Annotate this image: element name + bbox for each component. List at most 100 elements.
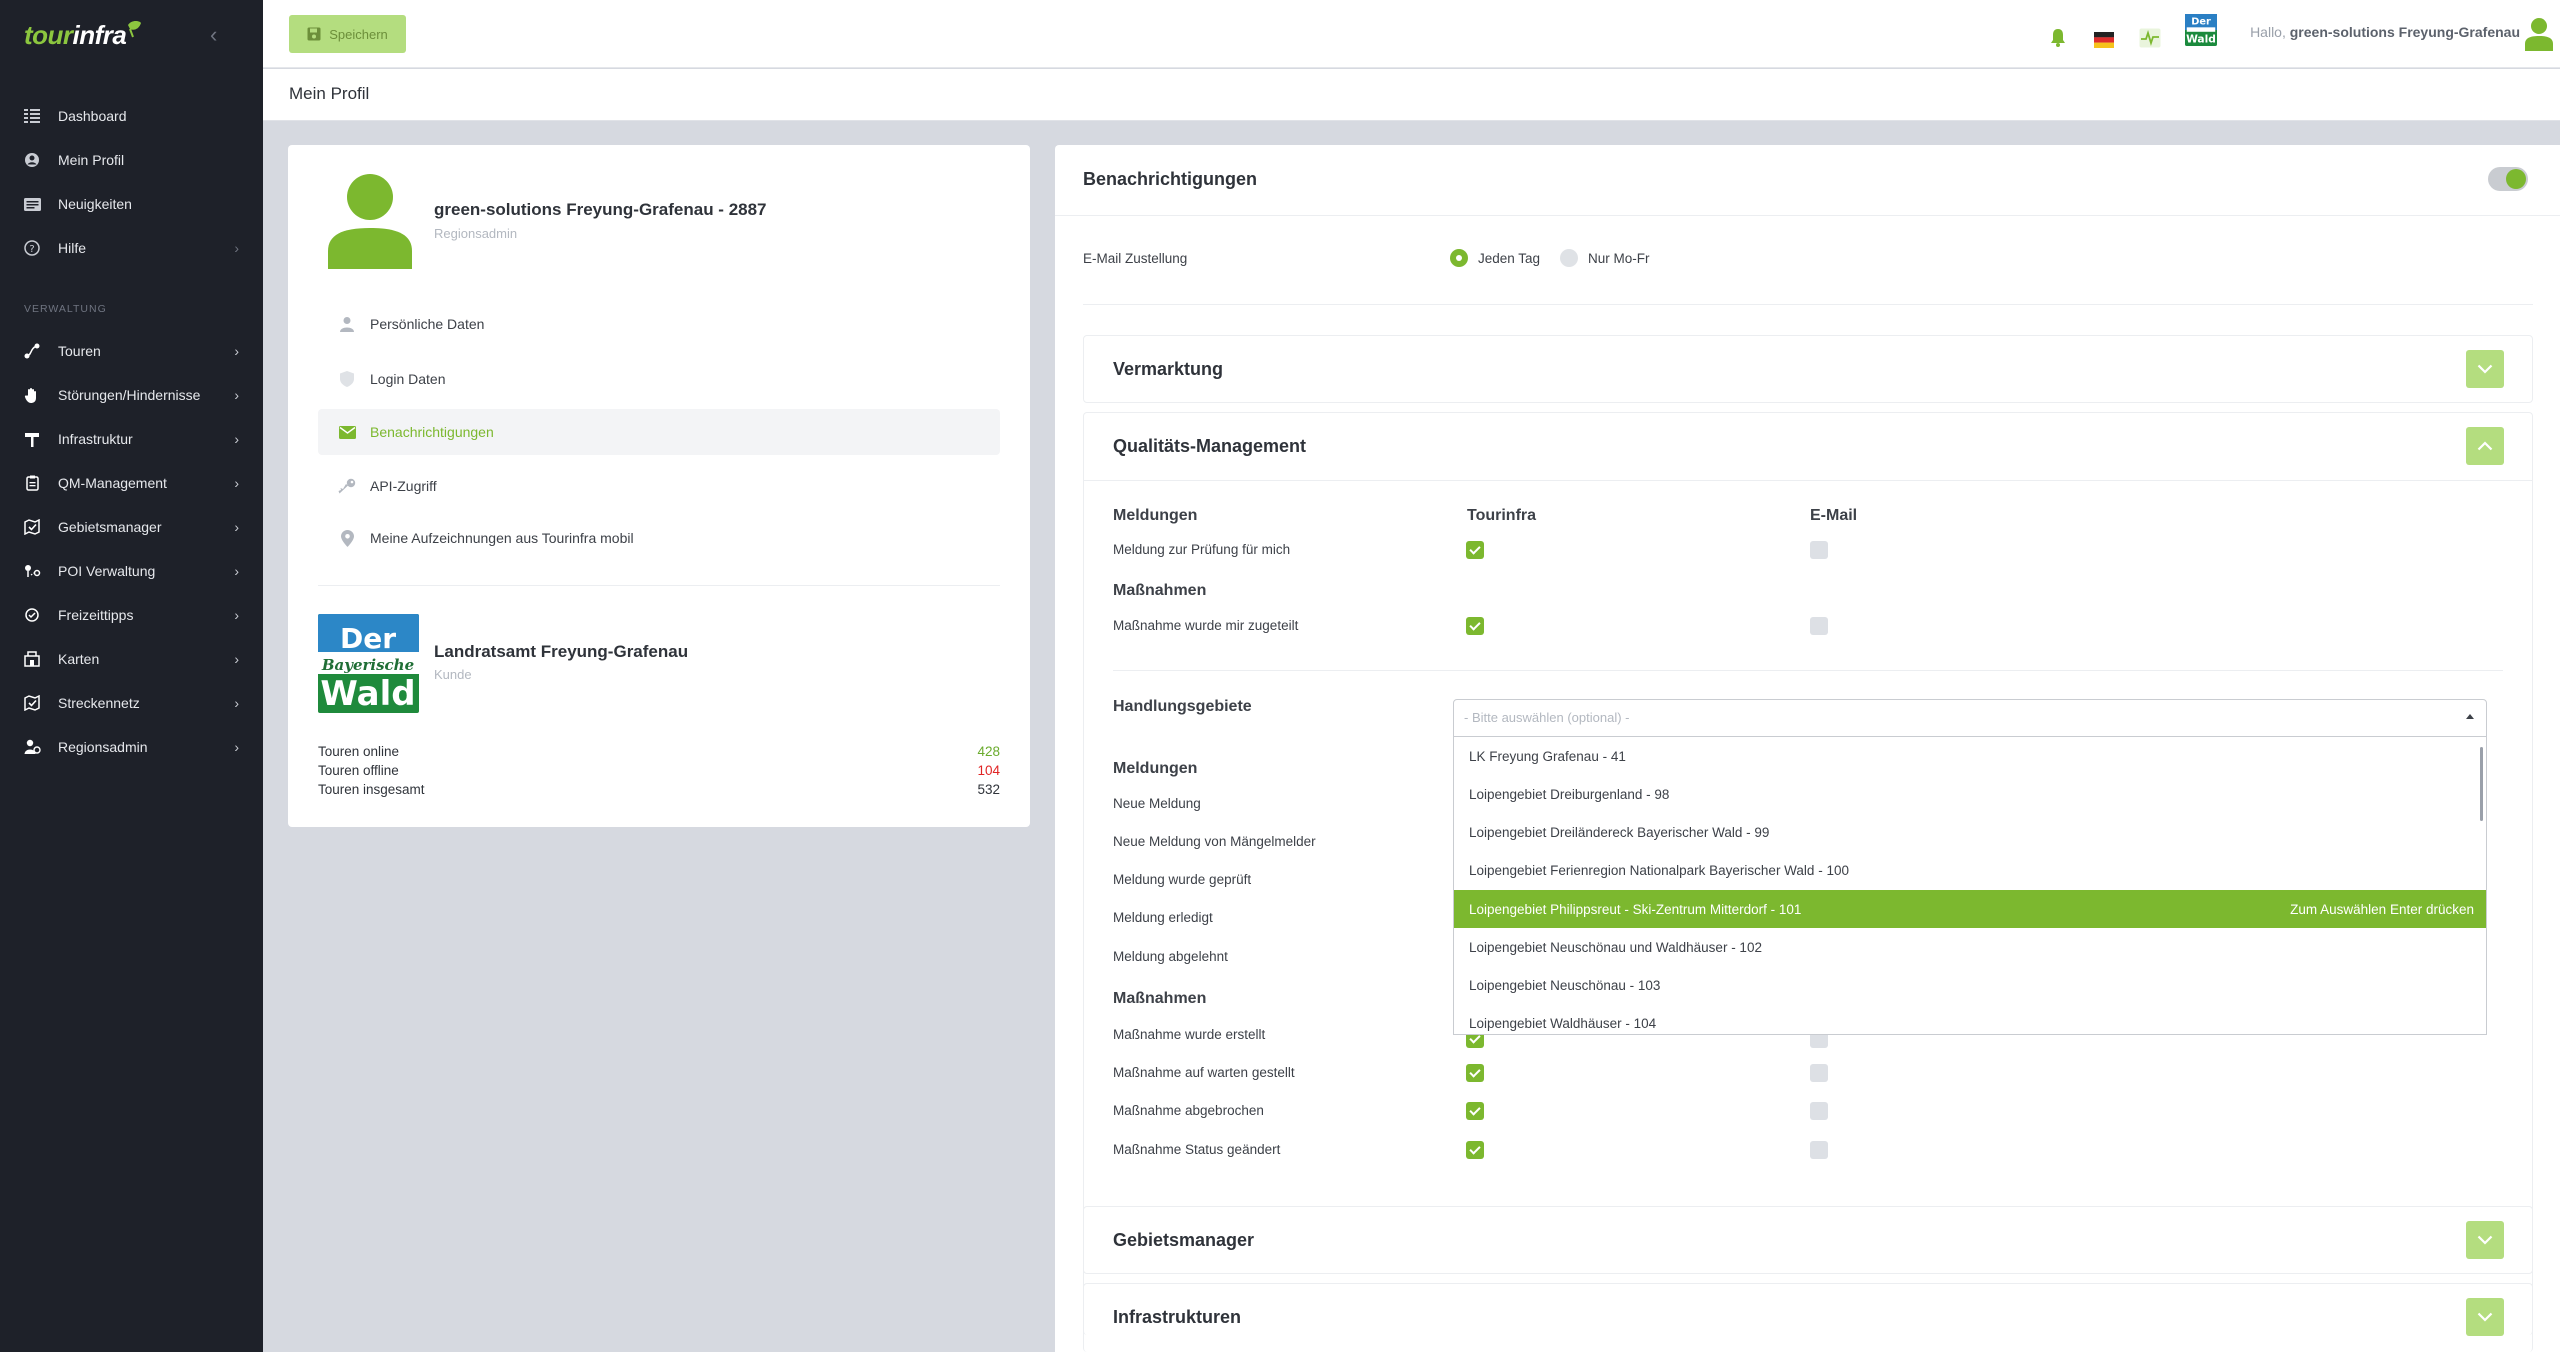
dropdown-option-highlighted[interactable]: Loipengebiet Philippsreut - Ski-Zentrum … bbox=[1454, 890, 2486, 928]
chevron-right-icon: › bbox=[234, 607, 239, 623]
sidebar-item-regionsadmin[interactable]: Regionsadmin › bbox=[0, 727, 263, 767]
sidebar-item-freizeittipps[interactable]: Freizeittipps › bbox=[0, 595, 263, 635]
bayerischer-wald-logo-icon[interactable]: Der Wald bbox=[2183, 14, 2219, 46]
toggle-knob bbox=[2506, 169, 2526, 189]
notifications-toggle[interactable] bbox=[2488, 167, 2528, 191]
chevron-right-icon: › bbox=[234, 695, 239, 711]
chevron-right-icon: › bbox=[234, 739, 239, 755]
checkbox-tourinfra[interactable] bbox=[1466, 617, 1484, 635]
dropdown-scrollbar[interactable] bbox=[2480, 747, 2483, 821]
sidebar-item-help[interactable]: ? Hilfe › bbox=[0, 228, 263, 268]
sidebar-item-streckennetz[interactable]: Streckennetz › bbox=[0, 683, 263, 723]
dropdown-option[interactable]: Loipengebiet Waldhäuser - 104 bbox=[1469, 1015, 1657, 1031]
profile-menu-login-data[interactable]: Login Daten bbox=[318, 356, 1000, 402]
profile-menu-personal-data[interactable]: Persönliche Daten bbox=[318, 301, 1000, 347]
person-icon bbox=[338, 315, 356, 333]
profile-avatar-icon bbox=[328, 174, 412, 269]
divider bbox=[1055, 215, 2560, 216]
sidebar-item-profile[interactable]: Mein Profil bbox=[0, 140, 263, 180]
checkbox-tourinfra[interactable] bbox=[1466, 1141, 1484, 1159]
user-circle-icon bbox=[23, 152, 41, 168]
accordion-gebietsmanager[interactable]: Gebietsmanager bbox=[1083, 1206, 2533, 1274]
customer-logo-line2: Bayerische bbox=[321, 656, 414, 674]
radio-label: Jeden Tag bbox=[1478, 250, 1541, 266]
profile-menu-label: Meine Aufzeichnungen aus Tourinfra mobil bbox=[370, 530, 634, 546]
chevron-up-icon bbox=[2477, 441, 2493, 451]
sidebar-item-stoerungen[interactable]: Störungen/Hindernisse › bbox=[0, 375, 263, 415]
expand-button[interactable] bbox=[2466, 350, 2504, 388]
topbar: Speichern Der Wald Hallo, green-solutions… bbox=[263, 0, 2560, 68]
dropdown-option[interactable]: Loipengebiet Neuschönau und Waldhäuser -… bbox=[1469, 939, 1762, 955]
sidebar-item-touren[interactable]: Touren › bbox=[0, 331, 263, 371]
sidebar-item-dashboard[interactable]: Dashboard bbox=[0, 96, 263, 136]
profile-menu-notifications[interactable]: Benachrichtigungen bbox=[318, 409, 1000, 455]
network-icon bbox=[23, 695, 41, 711]
sidebar-item-label: Infrastruktur bbox=[58, 431, 133, 447]
accordion-infrastrukturen[interactable]: Infrastrukturen bbox=[1083, 1283, 2533, 1352]
german-flag-icon[interactable] bbox=[2094, 24, 2114, 56]
checkbox-tourinfra[interactable] bbox=[1466, 1064, 1484, 1082]
sidebar-item-qm[interactable]: QM-Management › bbox=[0, 463, 263, 503]
logo[interactable]: tourinfra bbox=[24, 20, 127, 50]
profile-menu-recordings[interactable]: Meine Aufzeichnungen aus Tourinfra mobil bbox=[318, 515, 1000, 561]
sidebar-item-label: Gebietsmanager bbox=[58, 519, 162, 535]
dropdown-option[interactable]: Loipengebiet Dreiländereck Bayerischer W… bbox=[1469, 824, 1770, 840]
save-button-label: Speichern bbox=[329, 26, 388, 42]
svg-text:Wald: Wald bbox=[2186, 32, 2216, 45]
accordion-vermarktung[interactable]: Vermarktung bbox=[1083, 335, 2533, 403]
bell-icon[interactable] bbox=[2049, 22, 2067, 54]
chevron-right-icon: › bbox=[234, 475, 239, 491]
map-icon bbox=[23, 651, 41, 667]
checkbox-email[interactable] bbox=[1810, 1102, 1828, 1120]
accordion-qm: Qualitäts-Management bbox=[1083, 412, 2533, 1335]
help-icon: ? bbox=[23, 240, 41, 256]
profile-role: Regionsadmin bbox=[434, 226, 518, 241]
checkbox-tourinfra[interactable] bbox=[1466, 1102, 1484, 1120]
profile-menu-api-access[interactable]: API-Zugriff bbox=[318, 463, 1000, 509]
radio-daily[interactable]: Jeden Tag bbox=[1450, 249, 1540, 267]
section-header-massnahmen: Maßnahmen bbox=[1113, 990, 1207, 1007]
sidebar-item-label: Streckennetz bbox=[58, 695, 140, 711]
checkbox-tourinfra[interactable] bbox=[1466, 541, 1484, 559]
handlungsgebiete-select[interactable]: - Bitte auswählen (optional) - bbox=[1453, 699, 2487, 737]
checkbox-email[interactable] bbox=[1810, 1141, 1828, 1159]
chevron-right-icon: › bbox=[234, 240, 239, 256]
expand-button[interactable] bbox=[2466, 1221, 2504, 1259]
activity-monitor-icon[interactable] bbox=[2139, 22, 2161, 54]
checkbox-email[interactable] bbox=[1810, 1064, 1828, 1082]
sidebar-item-label: Neuigkeiten bbox=[58, 196, 132, 212]
checkbox-email[interactable] bbox=[1810, 541, 1828, 559]
checkbox-email[interactable] bbox=[1810, 617, 1828, 635]
sidebar-item-news[interactable]: Neuigkeiten bbox=[0, 184, 263, 224]
dropdown-option[interactable]: Loipengebiet Ferienregion Nationalpark B… bbox=[1469, 862, 1849, 878]
stat-value: 532 bbox=[977, 782, 1000, 797]
customer-name: Landratsamt Freyung-Grafenau bbox=[434, 642, 689, 661]
key-icon bbox=[338, 477, 356, 495]
sidebar-item-gebietsmanager[interactable]: Gebietsmanager › bbox=[0, 507, 263, 547]
dropdown-option[interactable]: Loipengebiet Dreiburgenland - 98 bbox=[1469, 786, 1670, 802]
save-button[interactable]: Speichern bbox=[289, 15, 406, 53]
customer-role: Kunde bbox=[434, 667, 472, 682]
sidebar-item-karten[interactable]: Karten › bbox=[0, 639, 263, 679]
sidebar-item-poi[interactable]: POI Verwaltung › bbox=[0, 551, 263, 591]
user-avatar-icon[interactable] bbox=[2524, 17, 2554, 51]
dropdown-option[interactable]: Loipengebiet Neuschönau - 103 bbox=[1469, 977, 1661, 993]
admin-icon bbox=[23, 739, 41, 755]
stat-tours-online: Touren online 428 bbox=[318, 744, 1000, 759]
collapse-sidebar-icon[interactable]: ‹ bbox=[210, 22, 218, 47]
notifications-title: Benachrichtigungen bbox=[1083, 169, 1258, 189]
expand-button[interactable] bbox=[2466, 1298, 2504, 1336]
hand-stop-icon bbox=[23, 387, 41, 403]
tips-icon bbox=[23, 607, 41, 623]
row-label: Meldung wurde geprüft bbox=[1113, 872, 1252, 887]
select-placeholder: - Bitte auswählen (optional) - bbox=[1464, 710, 1630, 725]
envelope-icon bbox=[338, 423, 356, 441]
sidebar-item-infrastruktur[interactable]: Infrastruktur › bbox=[0, 419, 263, 459]
dropdown-option[interactable]: LK Freyung Grafenau - 41 bbox=[1469, 748, 1626, 764]
accordion-title: Vermarktung bbox=[1113, 359, 1224, 379]
radio-weekdays[interactable]: Nur Mo-Fr bbox=[1560, 249, 1650, 267]
map-check-icon bbox=[23, 519, 41, 535]
collapse-button[interactable] bbox=[2466, 427, 2504, 465]
profile-menu-label: Login Daten bbox=[370, 371, 446, 387]
handlungsgebiete-dropdown: LK Freyung Grafenau - 41 Loipengebiet Dr… bbox=[1453, 737, 2487, 1035]
